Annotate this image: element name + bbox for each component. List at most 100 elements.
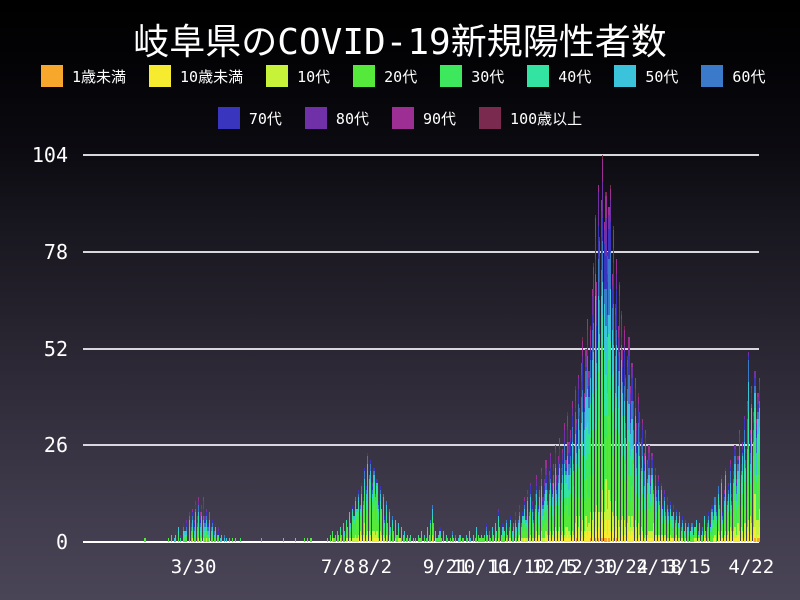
bars-layer xyxy=(83,155,761,542)
bar-segment-3 xyxy=(353,530,355,539)
bar-segment-3 xyxy=(345,530,347,539)
bar-segment-9 xyxy=(734,445,736,450)
bar-segment-6 xyxy=(714,504,716,513)
bar-segment-4 xyxy=(431,519,433,524)
bar-segment-6 xyxy=(212,527,214,531)
bar-segment-6 xyxy=(662,508,664,516)
bar-segment-7 xyxy=(656,497,658,502)
bar-segment-6 xyxy=(606,337,609,394)
bar-segment-6 xyxy=(356,508,358,513)
bar-segment-9 xyxy=(640,449,642,461)
bar-segment-7 xyxy=(514,519,516,524)
bar-segment-6 xyxy=(377,508,380,513)
bar-segment-2 xyxy=(746,527,748,539)
bar xyxy=(390,527,392,542)
bar xyxy=(656,489,658,542)
bar-segment-6 xyxy=(201,515,203,520)
bar-segment-3 xyxy=(388,527,390,535)
bar-segment-10 xyxy=(755,419,758,423)
bar-segment-6 xyxy=(728,493,730,502)
bar-segment-5 xyxy=(201,519,203,524)
bar-segment-10 xyxy=(192,508,194,513)
bar-segment-3 xyxy=(543,523,546,539)
bar-segment-3 xyxy=(669,523,672,535)
bar-segment-4 xyxy=(520,527,522,531)
bar xyxy=(425,538,427,542)
bar-segment-3 xyxy=(428,538,430,542)
bar-segment-2 xyxy=(614,501,616,531)
bar-segment-6 xyxy=(350,523,352,528)
bar-segment-2 xyxy=(731,530,733,535)
bar-segment-2 xyxy=(611,512,613,531)
bar-segment-1 xyxy=(562,538,564,542)
bar-segment-1 xyxy=(554,538,556,542)
bar xyxy=(755,419,758,542)
bar-segment-2 xyxy=(530,534,532,542)
bar-segment-9 xyxy=(596,300,598,327)
bar-segment-7 xyxy=(577,404,579,420)
bar-segment-6 xyxy=(439,530,441,535)
bar xyxy=(221,530,223,542)
bar-segment-8 xyxy=(659,497,661,502)
bar-segment-3 xyxy=(192,530,194,539)
bar-segment-8 xyxy=(646,471,648,479)
bar xyxy=(376,478,378,542)
bar-segment-6 xyxy=(726,504,728,513)
bar-segment-7 xyxy=(542,504,544,509)
bar-segment-6 xyxy=(550,482,552,490)
bar xyxy=(361,482,363,542)
bar-segment-6 xyxy=(531,512,533,520)
bar-segment-9 xyxy=(579,411,581,416)
bar-segment-7 xyxy=(666,504,668,509)
bar-segment-8 xyxy=(740,463,742,472)
bar-segment-5 xyxy=(688,530,690,535)
bar-segment-3 xyxy=(382,515,384,535)
bar-segment-5 xyxy=(530,508,532,513)
bar-segment-3 xyxy=(333,538,335,542)
bar-segment-10 xyxy=(634,378,636,390)
legend-item-9: 80代 xyxy=(304,107,369,129)
bar-segment-9 xyxy=(562,452,564,461)
bar xyxy=(702,527,704,542)
bar-segment-4 xyxy=(626,452,628,483)
bar-segment-3 xyxy=(694,534,696,539)
bar xyxy=(723,489,725,542)
bar-segment-3 xyxy=(373,504,375,531)
bar-segment-6 xyxy=(597,296,599,342)
bar-segment-3 xyxy=(740,504,742,528)
bar-segment-9 xyxy=(759,382,761,390)
bar-segment-5 xyxy=(345,519,347,524)
bar-segment-1 xyxy=(651,538,653,542)
bar-segment-4 xyxy=(749,482,751,502)
bar-segment-6 xyxy=(354,501,357,509)
bar-segment-10 xyxy=(609,188,612,200)
bar-segment-11 xyxy=(626,356,628,360)
bar-segment-7 xyxy=(616,329,618,345)
bar-segment-2 xyxy=(201,538,203,542)
bar-segment-5 xyxy=(404,534,406,539)
bar-segment-4 xyxy=(358,512,360,520)
bar-segment-7 xyxy=(625,422,627,438)
bar-segment-7 xyxy=(702,527,704,531)
bar-segment-4 xyxy=(657,504,659,509)
bar-segment-0 xyxy=(603,538,605,542)
bar-segment-9 xyxy=(563,430,566,442)
bar-segment-5 xyxy=(390,530,392,535)
bar-segment-5 xyxy=(354,508,357,516)
bar xyxy=(590,326,592,542)
bar xyxy=(457,538,459,542)
bar-segment-3 xyxy=(691,538,693,542)
bar-segment-6 xyxy=(543,501,546,505)
bar-segment-6 xyxy=(393,530,395,535)
bar-segment-4 xyxy=(550,504,552,520)
bar-segment-5 xyxy=(715,519,718,524)
bar-segment-3 xyxy=(583,501,585,531)
bar xyxy=(235,538,237,542)
bar-segment-3 xyxy=(582,497,584,520)
bar-segment-4 xyxy=(347,530,349,535)
bar xyxy=(208,512,211,542)
bar-segment-3 xyxy=(483,538,486,542)
bar-segment-4 xyxy=(548,515,550,520)
bar-segment-8 xyxy=(608,229,610,260)
bar-segment-4 xyxy=(648,493,650,509)
